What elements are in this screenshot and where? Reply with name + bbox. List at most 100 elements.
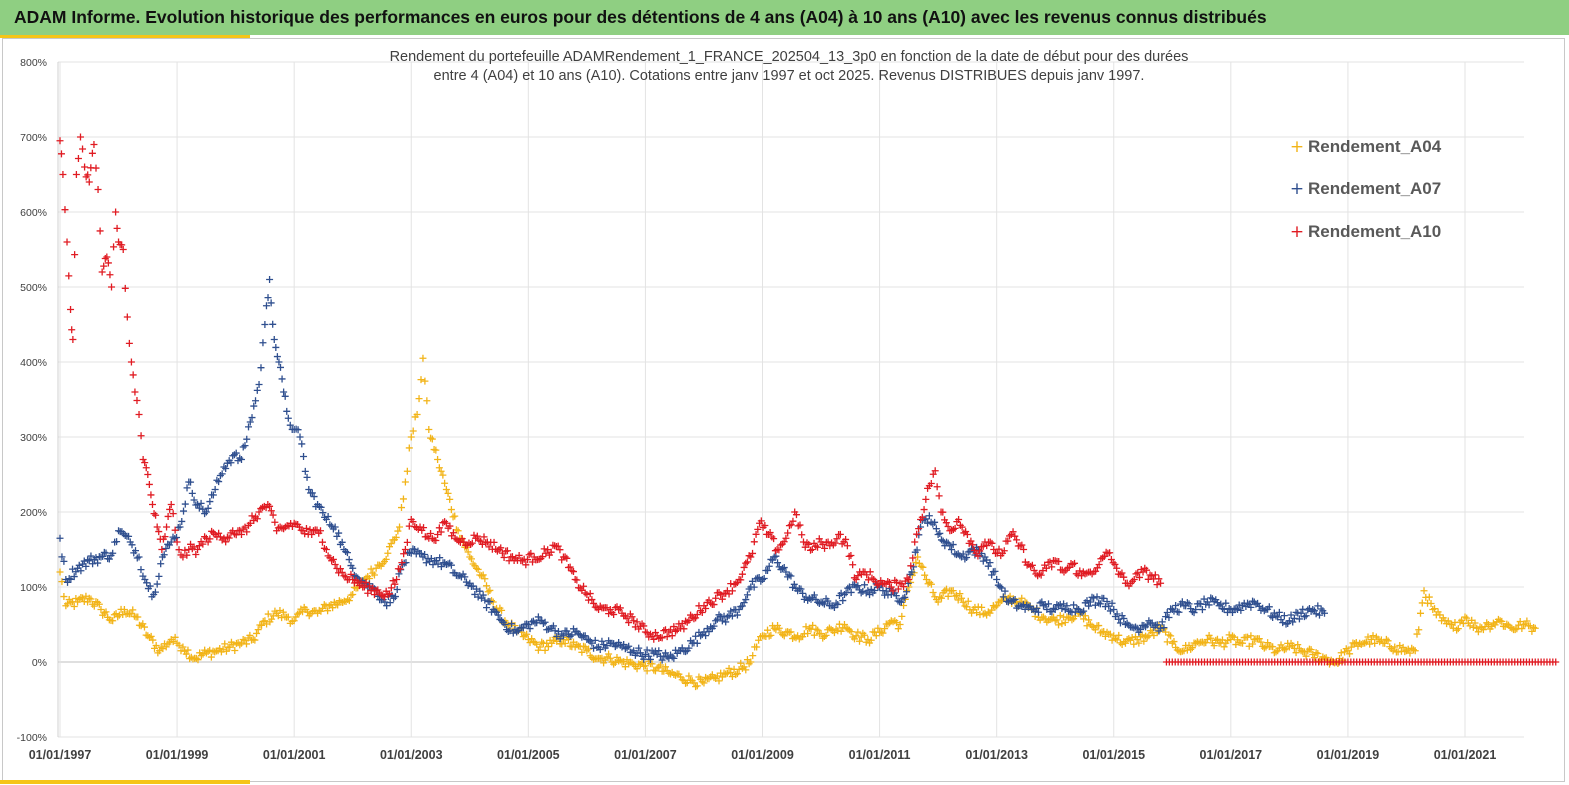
marker-a04 <box>1404 645 1412 653</box>
marker-a07 <box>151 588 159 596</box>
marker-a07 <box>273 353 281 361</box>
marker-a04 <box>1018 594 1026 602</box>
marker-a10 <box>150 510 158 518</box>
marker-a07 <box>862 589 870 597</box>
marker-a10 <box>843 542 851 550</box>
marker-a04 <box>722 670 730 678</box>
marker-a10 <box>435 524 443 532</box>
marker-a10 <box>738 570 746 578</box>
marker-a04 <box>1056 612 1064 620</box>
marker-a10 <box>1113 564 1121 572</box>
marker-a07 <box>533 619 541 627</box>
marker-a07 <box>181 500 189 508</box>
marker-a07 <box>827 602 835 610</box>
marker-a10 <box>799 538 807 546</box>
marker-a04 <box>802 623 810 631</box>
marker-a07 <box>1279 619 1287 627</box>
marker-a04 <box>1302 652 1310 660</box>
marker-a07 <box>824 597 832 605</box>
marker-a07 <box>897 598 905 606</box>
marker-a04 <box>809 621 817 629</box>
marker-a07 <box>658 656 666 664</box>
marker-a07 <box>544 625 552 633</box>
marker-a07 <box>635 644 643 652</box>
marker-a04 <box>1058 620 1066 628</box>
marker-a04 <box>1163 638 1171 646</box>
marker-a10 <box>693 611 701 619</box>
marker-a04 <box>730 665 738 673</box>
marker-a04 <box>886 619 894 627</box>
marker-a10 <box>347 570 355 578</box>
marker-a04 <box>710 674 718 682</box>
marker-a07 <box>300 452 308 460</box>
marker-a07 <box>1115 615 1123 623</box>
marker-a07 <box>559 632 567 640</box>
marker-a04 <box>835 620 843 628</box>
marker-a04 <box>1479 626 1487 634</box>
marker-a10 <box>169 510 177 518</box>
marker-a07 <box>625 642 633 650</box>
marker-a10 <box>630 617 638 625</box>
marker-a04 <box>725 664 733 672</box>
marker-a04 <box>1312 649 1320 657</box>
marker-a07 <box>262 302 270 310</box>
marker-a07 <box>1083 597 1091 605</box>
marker-a10 <box>616 604 624 612</box>
x-tick-label: 01/01/2009 <box>731 748 794 762</box>
marker-a07 <box>636 649 644 657</box>
marker-a07 <box>871 587 879 595</box>
marker-a07 <box>56 534 64 542</box>
marker-a04 <box>927 580 935 588</box>
marker-a07 <box>1254 599 1262 607</box>
marker-a10 <box>1030 566 1038 574</box>
marker-a07 <box>474 593 482 601</box>
marker-a10 <box>100 262 108 270</box>
marker-a07 <box>321 513 329 521</box>
marker-a04 <box>789 635 797 643</box>
marker-a04 <box>403 467 411 475</box>
marker-a07 <box>779 564 787 572</box>
chart-title-line-1: Rendement du portefeuille ADAMRendement_… <box>390 49 1189 65</box>
marker-a07 <box>790 580 798 588</box>
marker-a10 <box>357 578 365 586</box>
marker-a07 <box>839 597 847 605</box>
marker-a07 <box>1045 600 1053 608</box>
marker-a07 <box>243 435 251 443</box>
marker-a04 <box>749 652 757 660</box>
marker-a07 <box>937 536 945 544</box>
marker-a07 <box>165 541 173 549</box>
marker-a07 <box>924 519 932 527</box>
marker-a04 <box>1128 634 1136 642</box>
marker-a10 <box>398 559 406 567</box>
marker-a07 <box>942 538 950 546</box>
marker-a07 <box>802 593 810 601</box>
marker-a10 <box>473 532 481 540</box>
marker-a07 <box>764 566 772 574</box>
marker-a07 <box>611 643 619 651</box>
marker-a04 <box>1095 622 1103 630</box>
marker-a04 <box>401 478 409 486</box>
marker-a07 <box>347 562 355 570</box>
marker-a10 <box>98 268 106 276</box>
marker-a10 <box>683 618 691 626</box>
marker-a10 <box>68 326 76 334</box>
marker-a04 <box>147 632 155 640</box>
marker-a10 <box>850 574 858 582</box>
marker-a04 <box>1140 637 1148 645</box>
marker-a07 <box>82 562 90 570</box>
marker-a04 <box>936 593 944 601</box>
marker-a04 <box>1341 648 1349 656</box>
marker-a10 <box>1095 561 1103 568</box>
marker-a04 <box>236 641 244 649</box>
marker-a10 <box>304 530 312 538</box>
marker-a10 <box>280 525 288 533</box>
marker-a10 <box>401 546 409 553</box>
marker-a04 <box>1244 633 1252 641</box>
marker-a07 <box>616 641 624 649</box>
marker-a10 <box>792 511 800 519</box>
marker-a10 <box>887 583 895 591</box>
marker-a10 <box>596 602 604 610</box>
legend-marker-a10: + <box>1290 222 1304 242</box>
marker-a10 <box>389 577 397 585</box>
marker-a04 <box>1188 644 1196 652</box>
